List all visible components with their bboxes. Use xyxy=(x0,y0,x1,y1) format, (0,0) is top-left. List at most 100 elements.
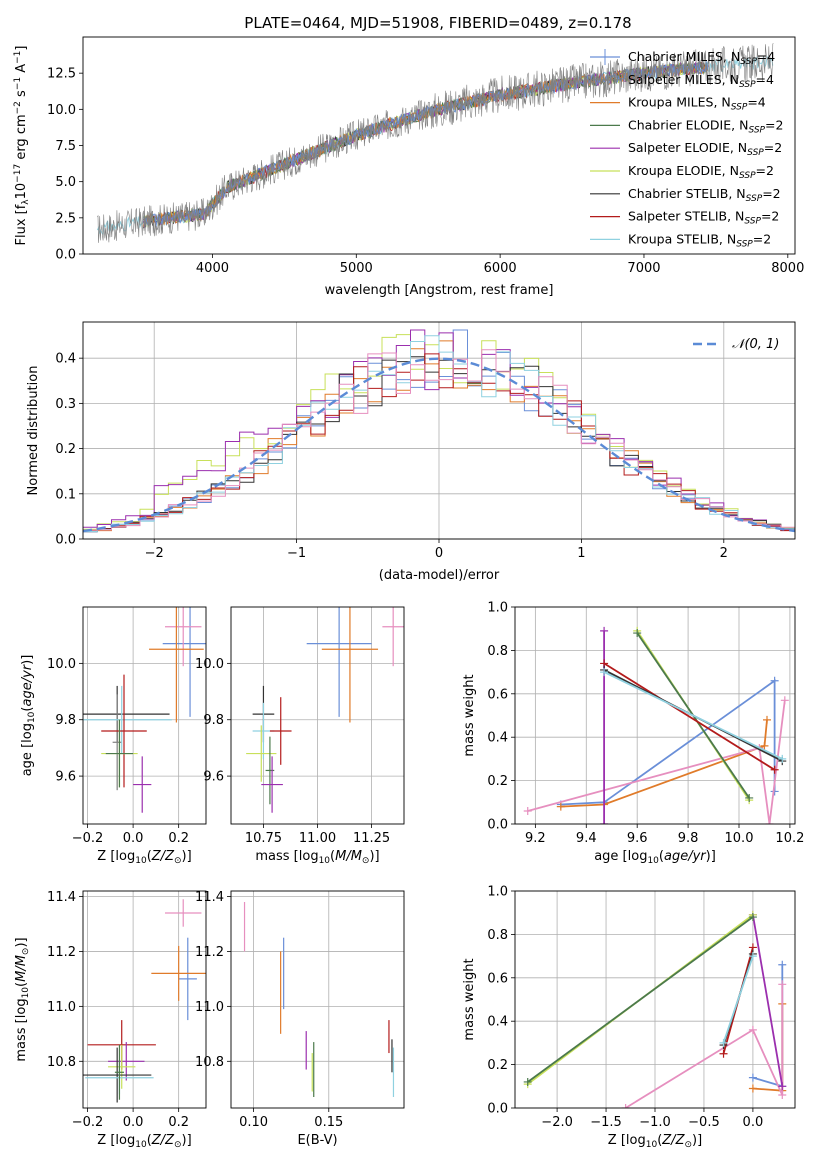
x-tick-label: 0.15 xyxy=(314,1115,343,1130)
y-axis-label-part: ( xyxy=(20,707,35,712)
y-axis-label-part: )] xyxy=(20,655,35,665)
y-tick-label: 5.0 xyxy=(55,175,76,190)
legend-label-part: =2 xyxy=(756,163,774,178)
x-tick-label: −1 xyxy=(287,546,306,561)
legend-label-part: =2 xyxy=(753,231,771,246)
normal-reference-curve xyxy=(83,357,795,533)
legend-label-part: SSP xyxy=(744,217,761,227)
x-tick-label: 8000 xyxy=(771,261,804,276)
x-axis-label-part: ( xyxy=(147,1133,152,1148)
x-axis-label-part: 10 xyxy=(647,856,659,866)
y-tick-label: 1.0 xyxy=(487,885,508,900)
legend-label-part: Chabrier MILES, N xyxy=(628,49,740,64)
weight-point-marker xyxy=(765,820,774,824)
x-axis-label-part: mass [ xyxy=(255,849,298,864)
y-tick-label: 11.0 xyxy=(195,1000,224,1015)
x-tick-label: −0.2 xyxy=(72,1115,104,1130)
legend-label: Salpeter STELIB, NSSP=2 xyxy=(628,209,779,227)
x-axis-label-part: )] xyxy=(182,1133,192,1148)
x-axis-label-part: ⊙ xyxy=(174,1140,182,1150)
x-tick-label: −1.5 xyxy=(590,1115,622,1130)
x-tick-label: 10.2 xyxy=(775,831,804,846)
legend-label-part: =2 xyxy=(762,186,780,201)
x-axis-label-part: ( xyxy=(147,849,152,864)
plot-area xyxy=(96,43,774,243)
y-axis-label-part: Flux [f xyxy=(14,204,29,245)
weight-point-marker xyxy=(748,1084,757,1093)
x-axis-label-part: 10 xyxy=(319,856,331,866)
y-tick-label: 0.0 xyxy=(487,818,508,833)
legend-label: Salpeter MILES, NSSP=4 xyxy=(628,72,774,90)
y-tick-label: 0.2 xyxy=(487,774,508,789)
weight-point-marker xyxy=(621,1104,630,1108)
x-axis-label-part: ( xyxy=(330,849,335,864)
y-tick-label: 11.0 xyxy=(47,1000,76,1015)
weight-point-marker xyxy=(770,765,779,774)
legend-label-part: Kroupa STELIB, N xyxy=(628,231,736,246)
legend-label-part: =2 xyxy=(765,117,783,132)
x-tick-label: 9.2 xyxy=(525,831,546,846)
legend-label: 𝒩(0, 1) xyxy=(732,337,779,352)
weight-point-marker xyxy=(748,1073,757,1082)
weight-series-line xyxy=(527,916,754,1083)
x-axis-label-part: ( xyxy=(659,849,664,864)
weight-point-marker xyxy=(778,754,787,763)
y-tick-label: 10.8 xyxy=(195,1055,224,1070)
y-axis-label: mass weight xyxy=(462,674,477,756)
y-axis-label-part: 10 xyxy=(27,711,37,723)
chart-panel-5: 9.2 9.4 9.6 9.8 10.0 10.2 0.0 0.2 0.4 0.6 0.8 1.0 ag… xyxy=(462,601,804,867)
axes-frame xyxy=(514,890,796,1109)
y-axis-label: mass [log10(M/M⊙)] xyxy=(14,937,31,1061)
x-tick-label: −2 xyxy=(145,546,164,561)
y-axis-label-part: ( xyxy=(14,982,29,987)
y-tick-label: 9.8 xyxy=(203,713,224,728)
legend-label: Kroupa STELIB, NSSP=2 xyxy=(628,231,771,249)
weight-point-marker xyxy=(600,668,609,677)
weight-series-line xyxy=(560,719,768,808)
y-axis-label: age [log10(age/yr)] xyxy=(20,655,37,777)
y-tick-label: 11.2 xyxy=(195,945,224,960)
y-axis-label-part: log xyxy=(14,998,29,1018)
y-axis-label-part: 10 xyxy=(21,987,31,999)
x-axis-label-part: Z/Z xyxy=(151,1133,175,1148)
legend-label-part: =4 xyxy=(747,95,765,110)
page-title: PLATE=0464, MJD=51908, FIBERID=0489, z=0… xyxy=(244,14,631,32)
y-tick-label: 9.6 xyxy=(203,770,224,785)
plot-area xyxy=(83,899,206,1103)
y-tick-label: 10.8 xyxy=(47,1055,76,1070)
x-tick-label: 9.8 xyxy=(678,831,699,846)
x-tick-label: 4000 xyxy=(196,261,229,276)
legend-label: Salpeter ELODIE, NSSP=2 xyxy=(628,140,782,158)
weight-point-marker xyxy=(748,1025,757,1034)
legend-label-part: SSP xyxy=(736,239,753,249)
x-axis-label: mass [log10(M/M⊙)] xyxy=(255,849,379,866)
y-axis-label: Normed distribution xyxy=(26,366,41,496)
axes-frame xyxy=(514,606,796,825)
x-tick-label: 0.0 xyxy=(123,1115,144,1130)
y-axis-label-part: ⊙ xyxy=(21,948,31,956)
x-axis-label-part: 10 xyxy=(135,856,147,866)
y-tick-label: 0.2 xyxy=(55,442,76,457)
x-tick-label: −2.0 xyxy=(541,1115,573,1130)
plot-area xyxy=(243,901,395,1098)
legend-label-part: SSP xyxy=(731,103,748,113)
x-axis-label-part: log xyxy=(628,849,648,864)
chart-panel-4: 10.75 11.00 11.25 9.6 9.8 10.0 mass [log10(M/M… xyxy=(195,606,405,866)
legend-label-part: SSP xyxy=(747,148,764,158)
y-axis-label-part: s xyxy=(14,90,29,101)
histogram-series xyxy=(83,353,795,532)
y-tick-label: 2.5 xyxy=(55,211,76,226)
x-axis-label: Z [log10(Z/Z⊙)] xyxy=(97,849,191,866)
legend-label-part: Chabrier STELIB, N xyxy=(628,186,746,201)
y-tick-label: 11.4 xyxy=(195,890,224,905)
weight-point-marker xyxy=(745,793,754,802)
x-axis-label-part: ⊙ xyxy=(174,856,182,866)
axes-frame xyxy=(82,36,796,255)
y-axis-label-part: log xyxy=(20,723,35,743)
x-tick-label: −0.2 xyxy=(72,831,104,846)
y-tick-label: 12.5 xyxy=(47,67,76,82)
y-tick-label: 1.0 xyxy=(487,601,508,616)
legend-label: Chabrier ELODIE, NSSP=2 xyxy=(628,117,783,135)
x-axis-label-part: age [ xyxy=(594,849,627,864)
chart-panel-2: −2 −1 0 1 2 0.0 0.1 0.2 0.3 0.4 (data-model)/error… xyxy=(26,321,796,583)
